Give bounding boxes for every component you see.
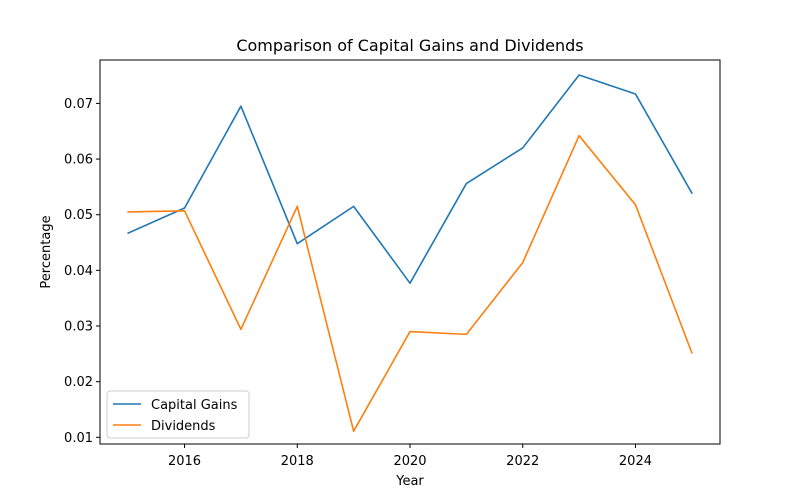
series-line-capital-gains	[127, 74, 693, 284]
y-tick-label: 0.02	[64, 375, 93, 390]
y-tick-label: 0.03	[64, 320, 93, 335]
x-tick-label: 2020	[393, 454, 426, 469]
y-tick-label: 0.01	[64, 431, 93, 446]
series-line-dividends	[127, 134, 693, 433]
x-axis-label: Year	[395, 474, 424, 489]
x-axis: 2016 2018 2020 2022 2024	[168, 444, 652, 469]
y-tick-label: 0.06	[64, 153, 93, 168]
y-tick-label: 0.05	[64, 208, 93, 223]
legend-label-capital-gains: Capital Gains	[151, 398, 238, 413]
chart-title: Comparison of Capital Gains and Dividend…	[236, 36, 583, 55]
x-tick-label: 2016	[168, 454, 201, 469]
y-axis-label: Percentage	[39, 215, 54, 288]
x-tick-label: 2022	[506, 454, 539, 469]
legend-label-dividends: Dividends	[151, 419, 216, 434]
plot-lines	[127, 74, 693, 433]
y-tick-label: 0.04	[64, 264, 93, 279]
legend-box	[106, 390, 250, 439]
x-tick-label: 2018	[281, 454, 314, 469]
y-axis: 0.01 0.02 0.03 0.04 0.05 0.06 0.07	[64, 97, 100, 446]
y-tick-label: 0.07	[64, 97, 93, 112]
x-tick-label: 2024	[619, 454, 652, 469]
legend: Capital Gains Dividends	[106, 390, 250, 439]
